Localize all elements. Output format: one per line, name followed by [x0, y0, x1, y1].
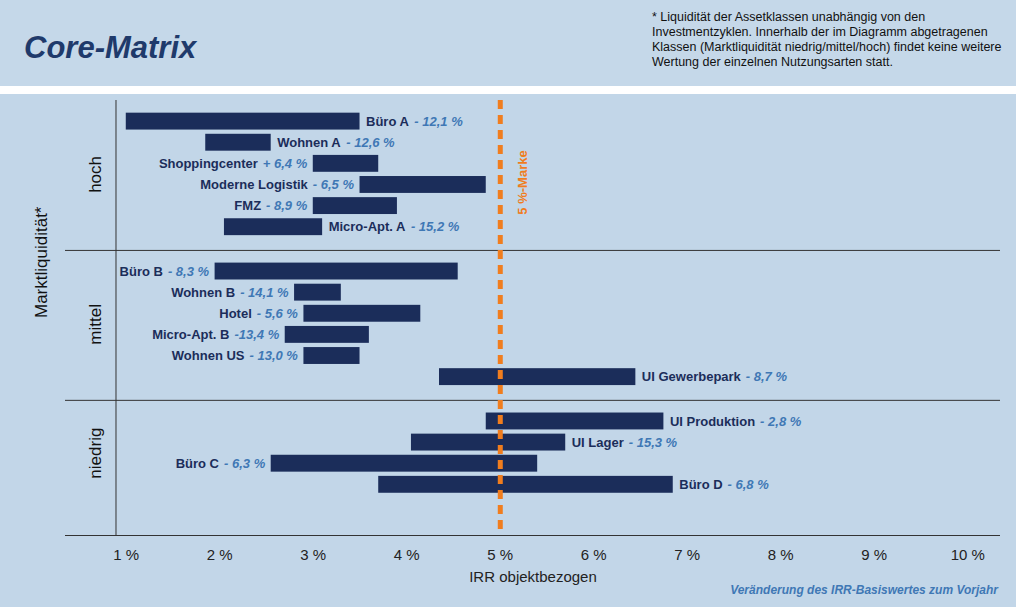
svg-text:5 %-Marke: 5 %-Marke [515, 150, 530, 214]
svg-text:Micro-Apt. B: Micro-Apt. B [152, 327, 229, 342]
svg-text:- 5,6 %: - 5,6 % [257, 306, 299, 321]
svg-text:niedrig: niedrig [86, 428, 105, 479]
svg-text:IRR objektbezogen: IRR objektbezogen [469, 568, 597, 585]
svg-text:Micro-Apt. A: Micro-Apt. A [329, 219, 406, 234]
svg-text:8 %: 8 % [768, 546, 794, 563]
svg-text:6 %: 6 % [581, 546, 607, 563]
svg-text:- 8,7 %: - 8,7 % [746, 369, 788, 384]
svg-text:Büro B: Büro B [120, 264, 163, 279]
html-text:Veränderung des IRR-Basiswerte: Veränderung des IRR-Basiswertes zum Vorj… [730, 583, 998, 597]
svg-text:hoch: hoch [86, 156, 105, 193]
svg-text:- 6,3 %: - 6,3 % [224, 456, 266, 471]
svg-text:- 15,2 %: - 15,2 % [411, 219, 460, 234]
svg-text:UI Gewerbepark: UI Gewerbepark [642, 369, 742, 384]
svg-text:Wohnen US: Wohnen US [172, 348, 245, 363]
svg-text:- 13,0 %: - 13,0 % [250, 348, 299, 363]
svg-text:- 8,3 %: - 8,3 % [168, 264, 210, 279]
svg-text:5 %: 5 % [487, 546, 513, 563]
svg-text:- 14,1 %: - 14,1 % [240, 285, 289, 300]
svg-text:Wohnen A: Wohnen A [277, 135, 341, 150]
svg-text:2 %: 2 % [207, 546, 233, 563]
svg-text:- 15,3 %: - 15,3 % [629, 435, 678, 450]
svg-text:-13,4 %: -13,4 % [234, 327, 279, 342]
svg-text:Wohnen B: Wohnen B [171, 285, 235, 300]
svg-text:UI Produktion: UI Produktion [670, 414, 755, 429]
svg-text:- 6,8 %: - 6,8 % [728, 477, 770, 492]
svg-text:Büro A: Büro A [366, 114, 409, 129]
svg-text:4 %: 4 % [394, 546, 420, 563]
svg-text:7 %: 7 % [674, 546, 700, 563]
svg-text:- 12,1 %: - 12,1 % [414, 114, 463, 129]
svg-text:10 %: 10 % [951, 546, 985, 563]
svg-text:Büro D: Büro D [679, 477, 722, 492]
svg-text:- 8,9 %: - 8,9 % [266, 198, 308, 213]
svg-text:Büro C: Büro C [176, 456, 220, 471]
svg-text:Moderne Logistik: Moderne Logistik [200, 177, 308, 192]
svg-text:- 6,5 %: - 6,5 % [313, 177, 355, 192]
svg-text:Marktliquidität*: Marktliquidität* [32, 206, 51, 318]
svg-text:- 2,8 %: - 2,8 % [760, 414, 802, 429]
svg-text:Hotel: Hotel [219, 306, 252, 321]
html-text:Core-Matrix: Core-Matrix [24, 30, 197, 65]
svg-text:1 %: 1 % [113, 546, 139, 563]
html-text:* Liquidität der Assetklassen: * Liquidität der Assetklassen unabhängig… [652, 10, 1002, 69]
svg-text:UI Lager: UI Lager [572, 435, 624, 450]
svg-text:Shoppingcenter: Shoppingcenter [159, 156, 258, 171]
svg-text:mittel: mittel [86, 304, 105, 345]
svg-text:9 %: 9 % [861, 546, 887, 563]
svg-text:- 12,6 %: - 12,6 % [346, 135, 395, 150]
svg-text:3 %: 3 % [300, 546, 326, 563]
svg-text:FMZ: FMZ [234, 198, 261, 213]
svg-text:+ 6,4 %: + 6,4 % [263, 156, 308, 171]
